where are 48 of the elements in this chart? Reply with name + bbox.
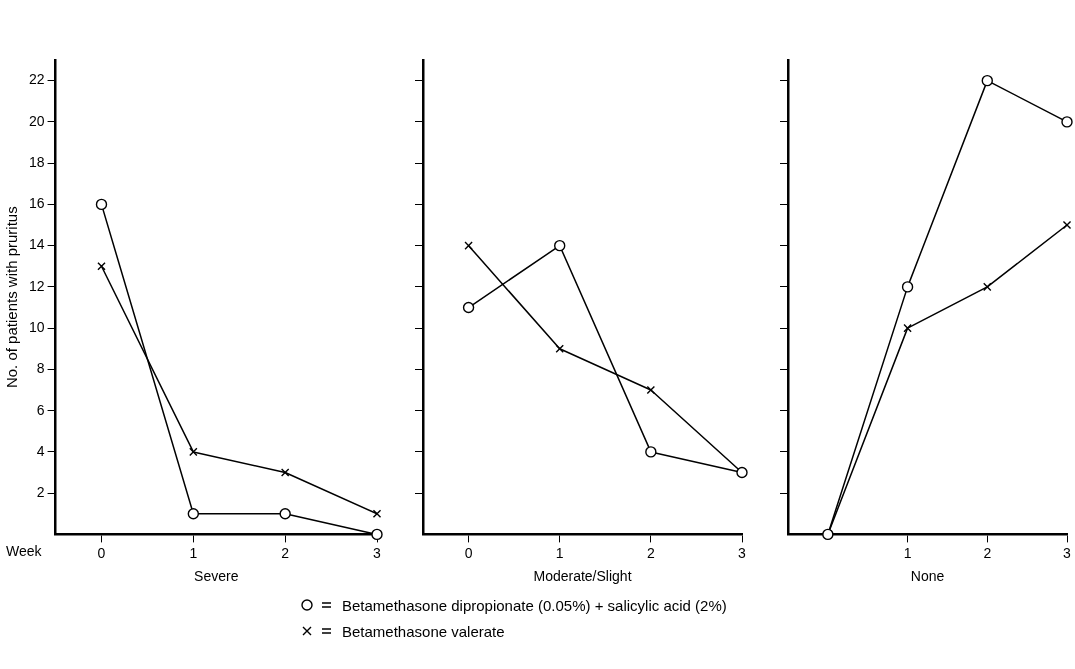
point: [372, 509, 382, 519]
point: [645, 446, 657, 458]
x-tick-label: 3: [738, 544, 747, 561]
x-tick-label: 0: [97, 544, 106, 561]
x-tick-label: 3: [373, 544, 382, 561]
point: [1062, 220, 1072, 230]
y-tick-label: 10: [28, 319, 45, 335]
legend-label: Betamethasone dipropionate (0.05%) + salicylic acid (2%): [342, 596, 727, 614]
x-axis-title: Moderate/Slight: [533, 568, 632, 585]
point: [1061, 116, 1073, 128]
legend-label: Betamethasone valerate: [342, 622, 505, 640]
x-axis-title: Severe: [194, 568, 239, 585]
x-tick-label: 2: [983, 544, 992, 561]
y-tick-label: 20: [28, 112, 45, 129]
point: [97, 262, 106, 271]
text: Week: [6, 543, 43, 560]
point: [187, 508, 200, 520]
x-tick-label: 1: [189, 544, 198, 561]
y-tick-label: 4: [36, 442, 45, 459]
y-tick-label: 6: [36, 401, 45, 418]
point: [981, 74, 993, 87]
point: [555, 344, 564, 353]
x-tick-label: 0: [464, 544, 473, 561]
point: [95, 198, 108, 211]
y-tick-label: 14: [28, 236, 45, 253]
point: [279, 508, 291, 520]
x-tick-label: 2: [281, 544, 290, 561]
x-tick-label: 3: [1063, 544, 1072, 561]
x-tick-label: 2: [646, 544, 655, 561]
y-tick-label: 8: [36, 360, 45, 377]
y-tick-label: 16: [28, 195, 45, 212]
y-tick-label: 2: [36, 484, 45, 501]
point: [462, 301, 475, 314]
x-tick-label: 1: [555, 544, 564, 561]
y-tick-label: 22: [28, 71, 45, 88]
point: [901, 281, 914, 293]
y-axis-title: No. of patients with pruritus: [3, 206, 21, 389]
point: [646, 385, 656, 395]
point: [903, 323, 912, 333]
point: [280, 468, 290, 477]
y-tick-label: 18: [28, 153, 45, 170]
point: [189, 447, 198, 457]
y-tick-label: 12: [28, 277, 45, 294]
x-tick-label: 1: [903, 544, 912, 561]
point: [983, 282, 992, 292]
x-axis-title: None: [910, 568, 945, 585]
point: [464, 241, 473, 250]
point: [554, 239, 566, 252]
